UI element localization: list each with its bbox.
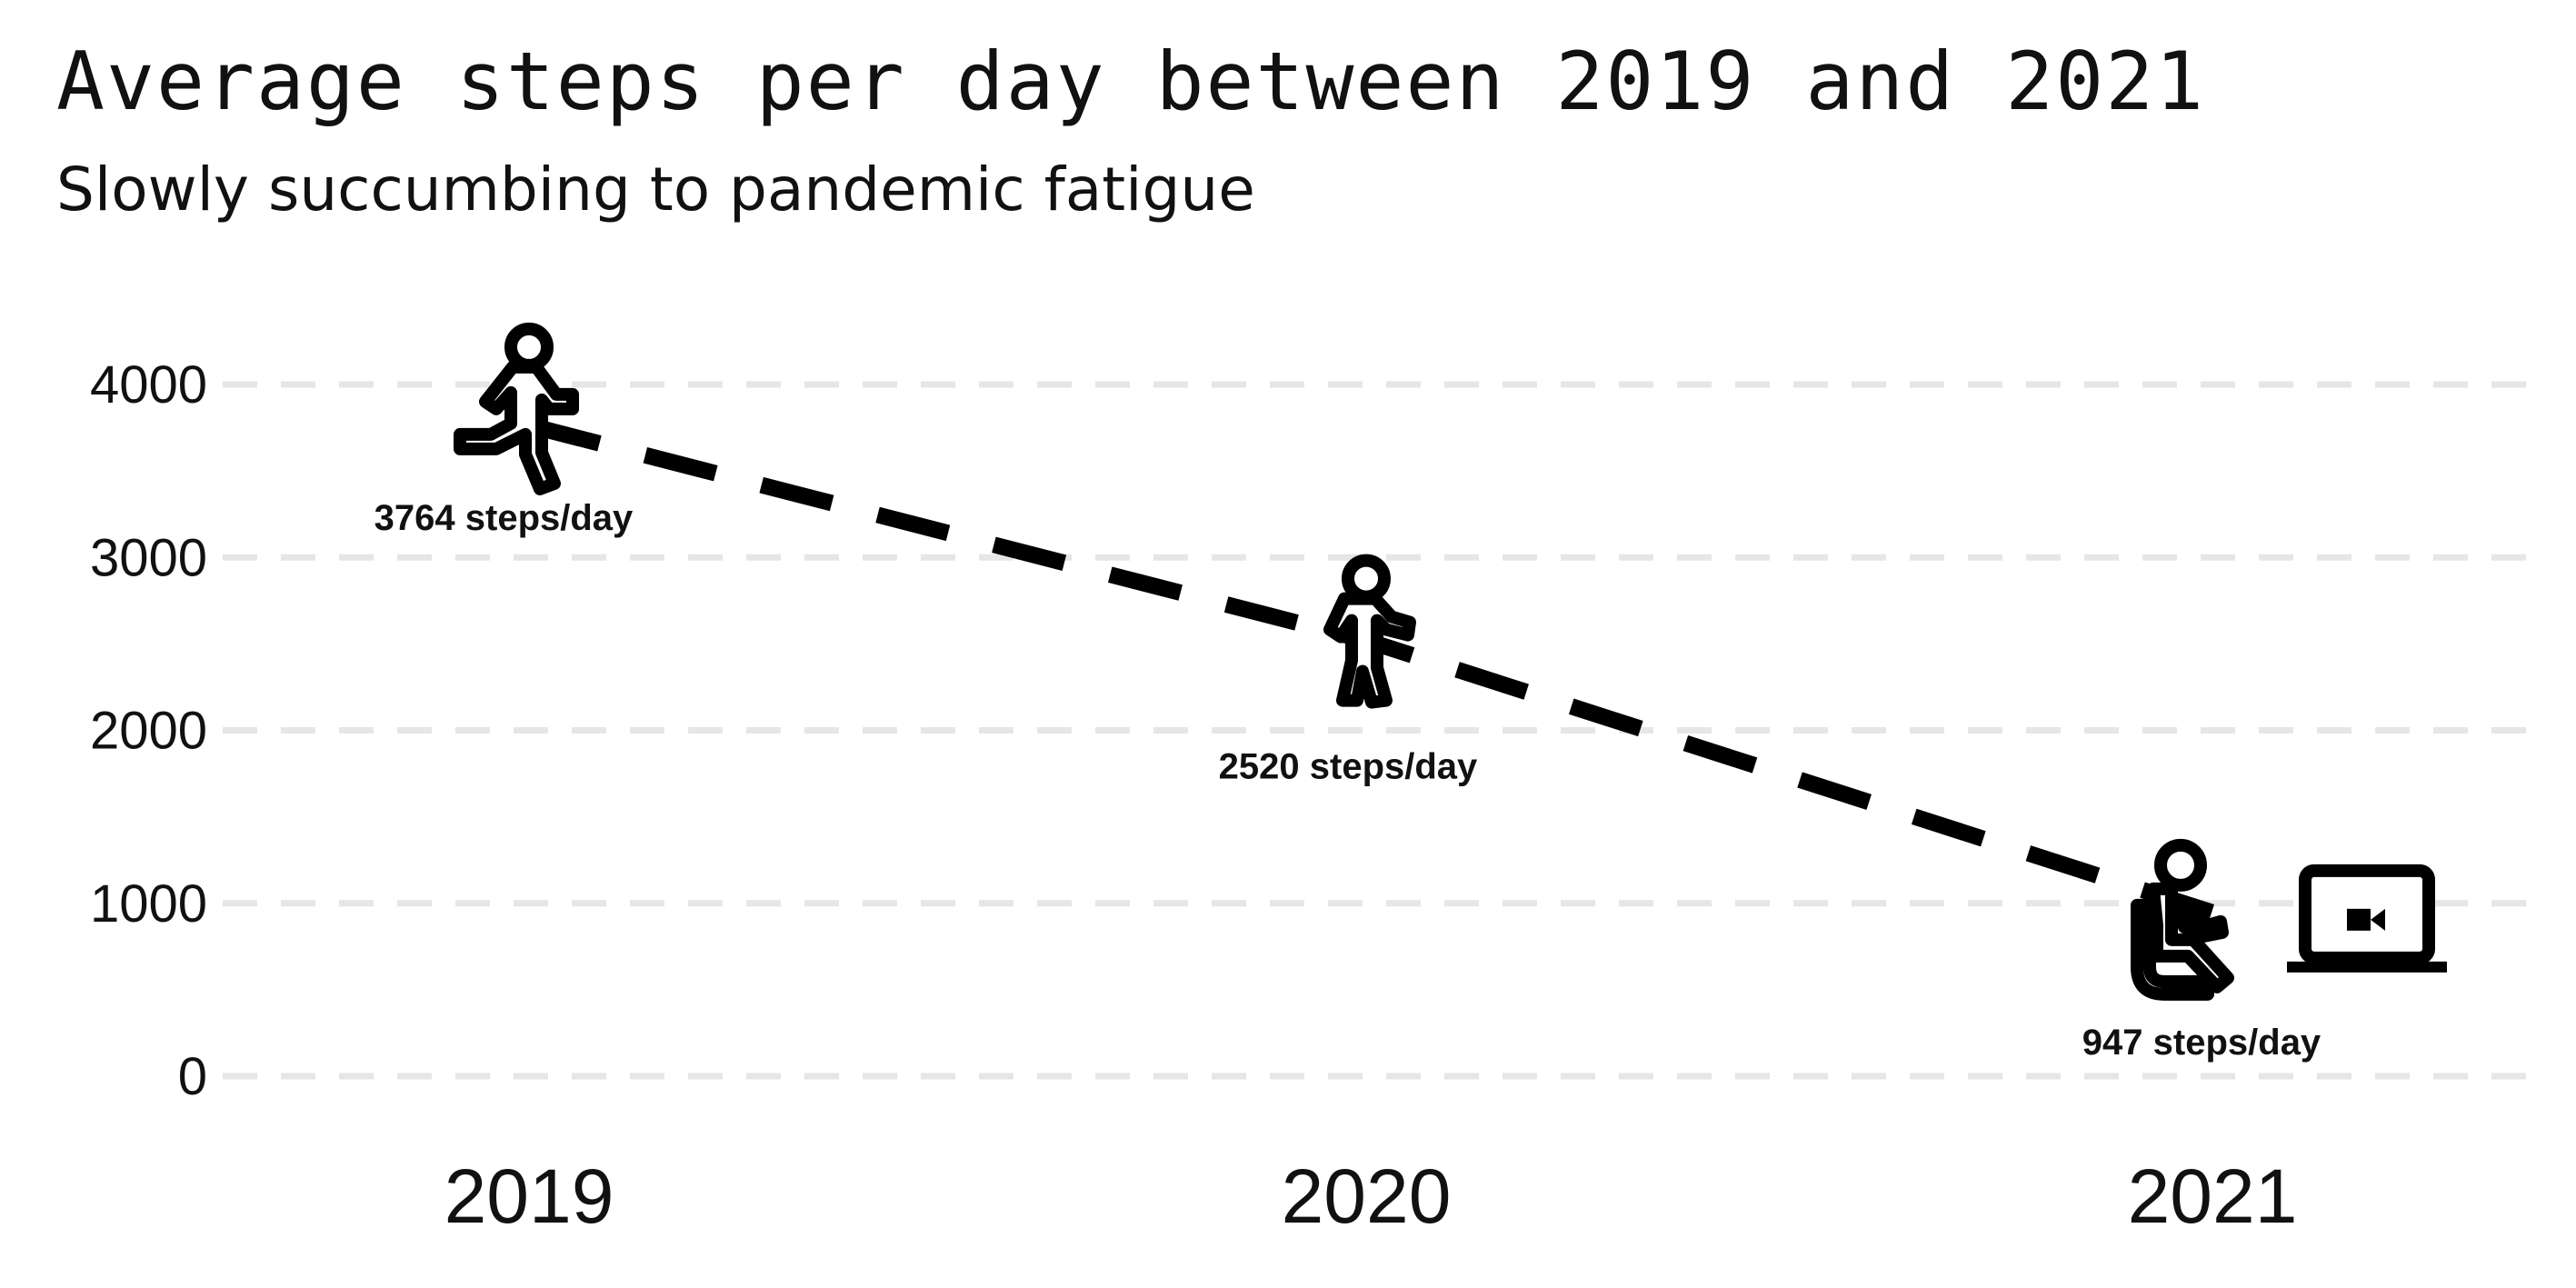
person-seated-icon [2131, 838, 2234, 1001]
data-points [454, 322, 2447, 1001]
y-tick-label: 0 [178, 1047, 207, 1106]
gridlines [223, 381, 2541, 1080]
data-label: 3764 steps/day [374, 498, 634, 538]
data-labels: 3764 steps/day 2520 steps/day 947 steps/da… [374, 498, 2321, 1063]
person-walking-icon [1323, 554, 1416, 709]
person-hiking-icon [454, 322, 579, 495]
chart-title: Average steps per day between 2019 and 2… [56, 35, 2206, 128]
data-label: 947 steps/day [2082, 1023, 2321, 1063]
x-axis-ticks: 2019 2020 2021 [444, 1153, 2298, 1239]
y-tick-label: 3000 [90, 528, 207, 587]
chart-subtitle: Slowly succumbing to pandemic fatigue [56, 155, 1255, 225]
x-tick-label: 2021 [2128, 1153, 2298, 1239]
laptop-video-call-icon [2287, 864, 2447, 973]
data-label: 2520 steps/day [1219, 747, 1478, 787]
y-tick-label: 2000 [90, 702, 207, 761]
y-tick-label: 4000 [90, 355, 207, 414]
x-tick-label: 2019 [444, 1153, 614, 1239]
y-tick-label: 1000 [90, 874, 207, 934]
y-axis-ticks: 0 1000 2000 3000 4000 [90, 355, 207, 1106]
x-tick-label: 2020 [1282, 1153, 1452, 1239]
